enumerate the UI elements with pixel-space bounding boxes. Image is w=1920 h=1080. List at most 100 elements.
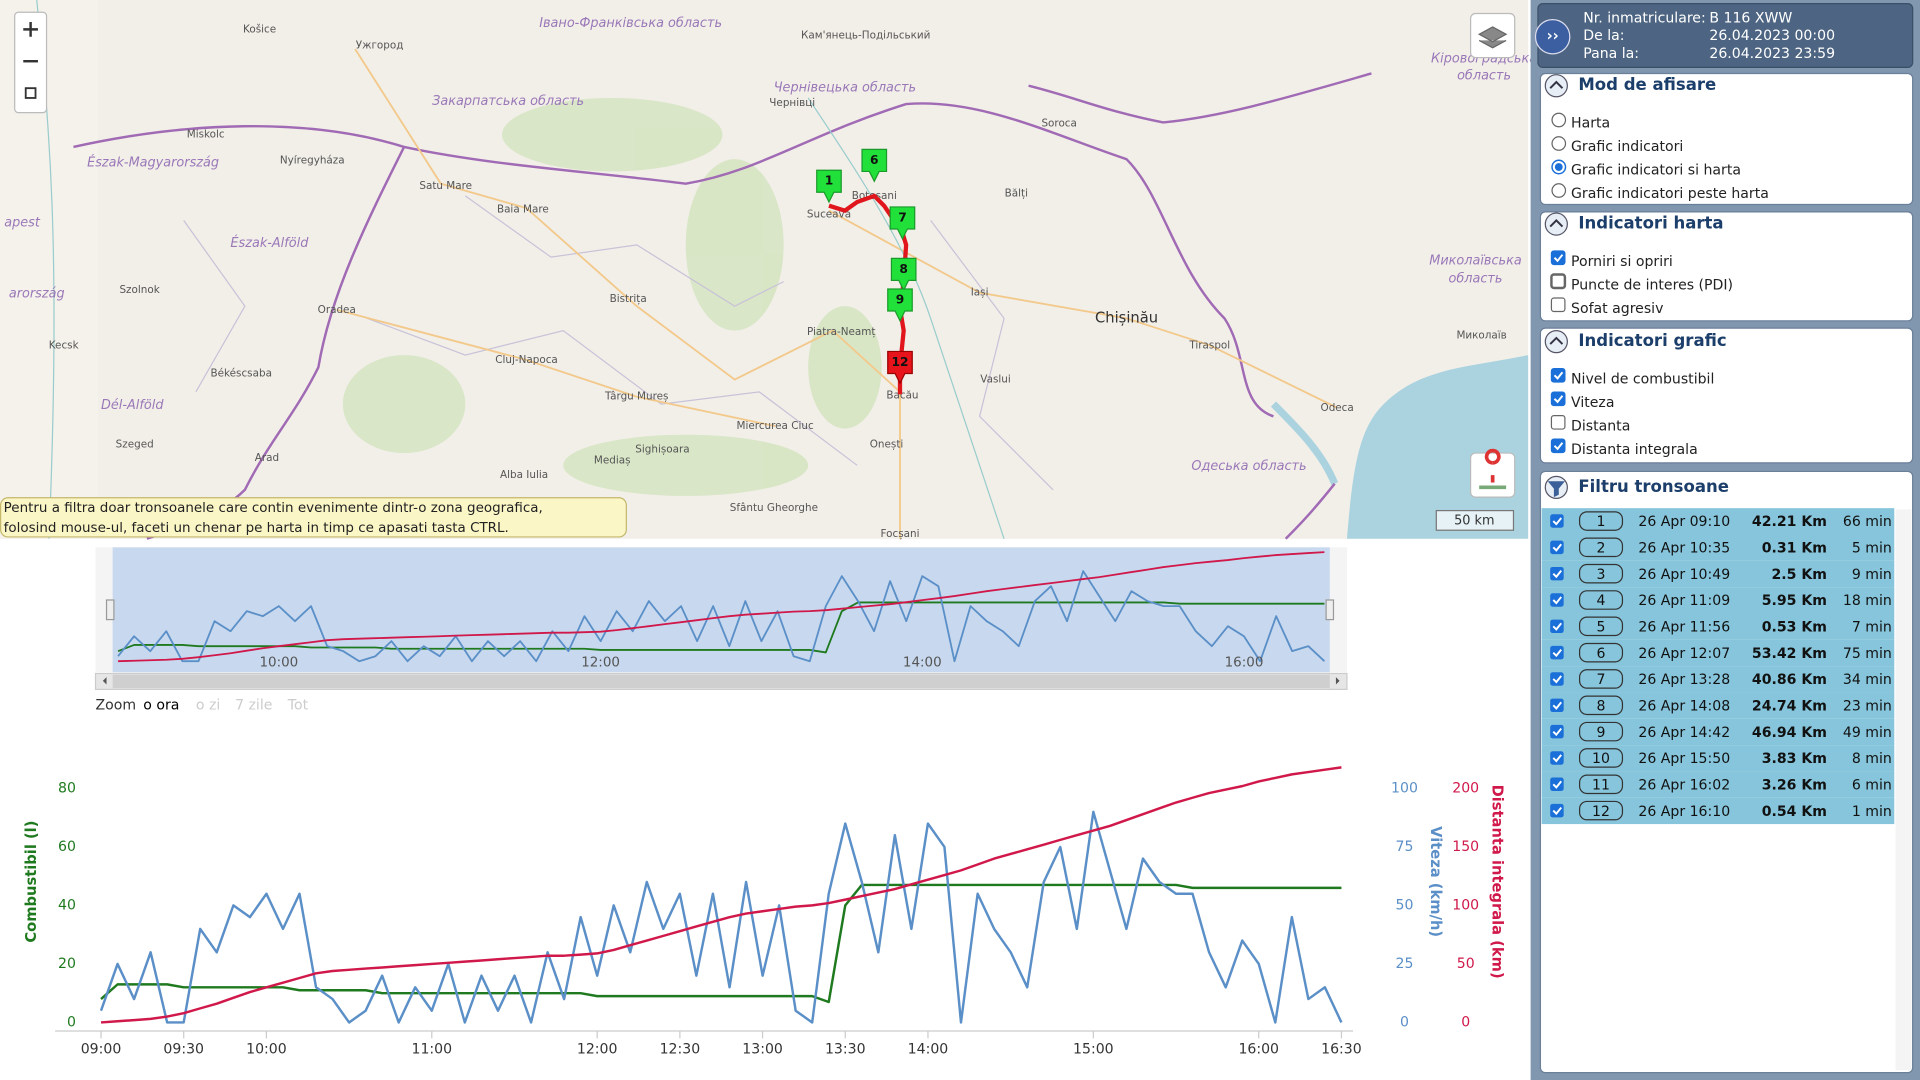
- x-tick-label: 11:00: [412, 1041, 453, 1057]
- checkbox[interactable]: [1550, 803, 1564, 818]
- map-label: Sighișoara: [635, 443, 689, 455]
- nav-handle[interactable]: [1325, 599, 1335, 621]
- section-title: Filtru tronsoane: [1578, 477, 1729, 496]
- segment-number: 8: [1597, 699, 1606, 715]
- collapse-icon: ››: [1547, 28, 1559, 45]
- map-label: Миколаїв: [1456, 330, 1506, 342]
- segment-number: 6: [1597, 646, 1606, 662]
- map[interactable]: Košice Ужгород Івано-Франківська область Ка…: [0, 0, 1537, 540]
- segment-start: 26 Apr 11:09: [1638, 593, 1730, 609]
- segment-number: 12: [1592, 804, 1610, 820]
- segment-start: 26 Apr 16:10: [1638, 804, 1730, 820]
- admin-lines: [183, 195, 1054, 491]
- checkbox[interactable]: [1550, 250, 1566, 266]
- segment-distance: 53.42 Km: [1752, 646, 1827, 662]
- marker-pin[interactable]: [861, 148, 888, 183]
- scrollbar-thumb[interactable]: [112, 674, 1330, 689]
- segment-number: 10: [1592, 751, 1610, 767]
- scrollbar[interactable]: [1895, 509, 1912, 1071]
- section-toggle[interactable]: [1544, 330, 1568, 354]
- check: [1552, 675, 1562, 684]
- marker-label: 7: [898, 210, 907, 224]
- marker-pin[interactable]: [816, 169, 842, 204]
- zoom-option[interactable]: o ora: [143, 697, 179, 713]
- segment-number: 3: [1597, 567, 1606, 583]
- y-tick-label: 0: [67, 1014, 76, 1030]
- y-tick-label: 40: [58, 897, 76, 913]
- check: [1552, 543, 1562, 552]
- option-label: Nivel de combustibil: [1571, 372, 1714, 388]
- checkbox[interactable]: [1550, 273, 1567, 290]
- map-label: Sfântu Gheorghe: [730, 502, 818, 514]
- axis-title: Combustibil (l): [23, 821, 40, 943]
- marker-pin[interactable]: [890, 257, 917, 292]
- y-tick-label: 25: [1396, 956, 1414, 972]
- y-tick-label: 200: [1452, 780, 1479, 796]
- checkbox[interactable]: [1550, 438, 1566, 454]
- segment-number: 2: [1597, 541, 1606, 557]
- checkbox[interactable]: [1550, 297, 1566, 313]
- segment-duration: 6 min: [1852, 778, 1892, 794]
- segment-duration: 49 min: [1843, 725, 1892, 741]
- segment-number: 1: [1597, 514, 1606, 530]
- checkbox[interactable]: [1550, 777, 1564, 792]
- map-label: Satu Mare: [419, 180, 472, 192]
- checkbox[interactable]: [1550, 593, 1564, 607]
- navigator[interactable]: 10:00 12:00 14:00 16:00: [94, 547, 1348, 690]
- checkbox[interactable]: [1550, 672, 1564, 686]
- checkbox[interactable]: [1550, 645, 1564, 660]
- checkbox[interactable]: [1550, 391, 1566, 407]
- check: [1553, 395, 1564, 404]
- zoom-box-select[interactable]: [24, 87, 37, 99]
- info-value: 26.04.2023 00:00: [1709, 28, 1835, 44]
- marker-pin[interactable]: [887, 350, 913, 385]
- map-label: Odeса: [1321, 402, 1354, 414]
- radio[interactable]: [1551, 112, 1567, 128]
- checkbox[interactable]: [1550, 514, 1564, 528]
- segment-duration: 5 min: [1852, 541, 1892, 557]
- segment-pill: [1578, 774, 1624, 795]
- checkbox[interactable]: [1550, 566, 1564, 581]
- section-toggle[interactable]: [1544, 74, 1568, 98]
- segment-pill: [1578, 748, 1624, 768]
- zoom-option[interactable]: 7 zile: [235, 697, 272, 713]
- segment-number: 9: [1597, 725, 1606, 741]
- map-label: Nyíregyháza: [280, 154, 345, 166]
- marker-pin[interactable]: [887, 288, 913, 323]
- check: [1553, 442, 1564, 451]
- zoom-option[interactable]: o zi: [196, 697, 220, 713]
- locate-button[interactable]: [1470, 448, 1516, 498]
- section-toggle[interactable]: [1544, 212, 1568, 236]
- segment-distance: 46.94 Km: [1752, 725, 1827, 741]
- segment-number: 4: [1597, 593, 1606, 609]
- forest: [342, 97, 882, 496]
- radio[interactable]: [1551, 136, 1567, 151]
- radio[interactable]: [1551, 183, 1567, 198]
- map-label: Tiraspol: [1188, 339, 1230, 351]
- checkbox[interactable]: [1550, 540, 1564, 555]
- option-label: Sofat agresiv: [1571, 301, 1663, 317]
- check: [1552, 648, 1562, 658]
- map-label: Miskolc: [187, 129, 225, 141]
- checkbox[interactable]: [1550, 698, 1564, 713]
- hint-line: folosind mouse-ul, faceti un chenar pe h…: [4, 521, 509, 536]
- zoom-in[interactable]: [23, 22, 38, 37]
- y-tick-label: 20: [58, 956, 76, 972]
- segment-duration: 18 min: [1843, 593, 1892, 609]
- checkbox[interactable]: [1550, 724, 1564, 739]
- collapse-button[interactable]: [1534, 18, 1571, 55]
- marker-pin[interactable]: [889, 206, 916, 241]
- check: [1552, 570, 1562, 579]
- checkbox[interactable]: [1550, 367, 1566, 383]
- segment-start: 26 Apr 10:49: [1638, 567, 1730, 583]
- zoom-option[interactable]: Tot: [287, 697, 309, 713]
- layers-button[interactable]: [1470, 12, 1516, 59]
- checkbox[interactable]: [1550, 619, 1564, 634]
- checkbox[interactable]: [1550, 414, 1566, 430]
- zoom-control[interactable]: [14, 11, 48, 114]
- nav-handle[interactable]: [105, 599, 115, 621]
- checkbox[interactable]: [1550, 751, 1564, 765]
- map-label: Чернівці: [769, 97, 815, 109]
- y-tick-label: 50: [1396, 897, 1414, 913]
- x-tick-label: 12:30: [660, 1041, 701, 1057]
